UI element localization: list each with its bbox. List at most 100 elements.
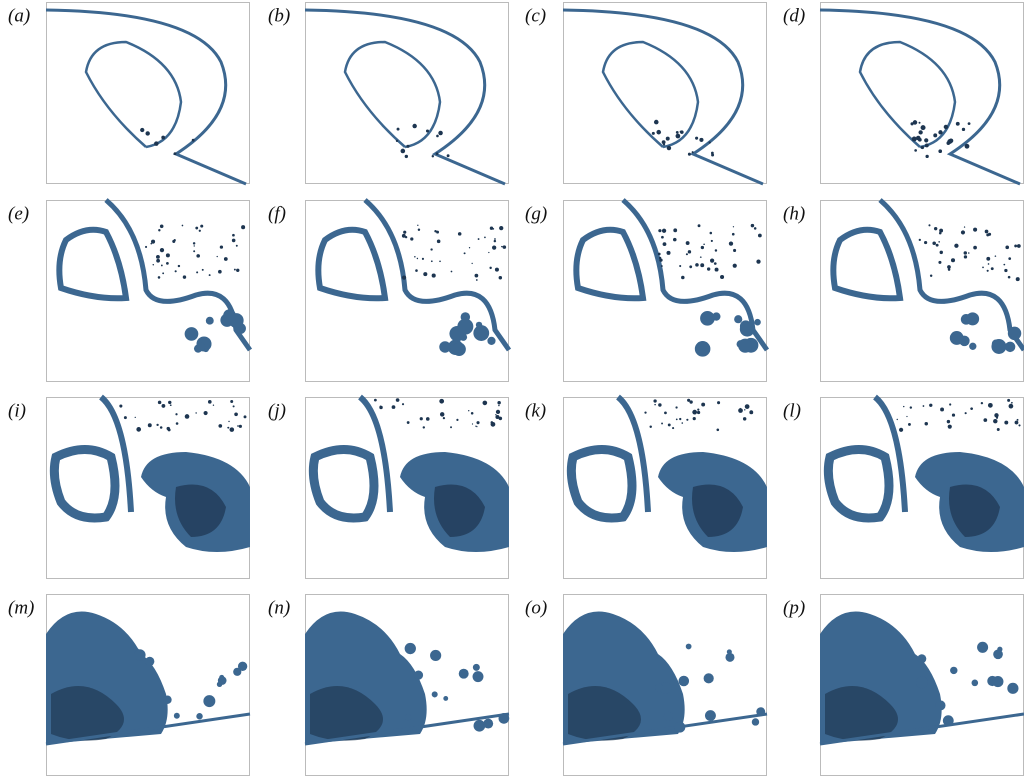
- droplet: [1018, 424, 1021, 427]
- droplet: [706, 267, 711, 271]
- droplet: [216, 255, 218, 258]
- panel-label: (p): [783, 597, 805, 618]
- droplet: [912, 120, 918, 125]
- panel-image: [56, 198, 253, 353]
- droplet: [145, 131, 150, 136]
- panel: [562, 2, 767, 186]
- droplet: [964, 143, 970, 149]
- droplet: [938, 260, 942, 264]
- droplet: [495, 409, 501, 415]
- droplet: [750, 223, 755, 228]
- droplet: [692, 417, 696, 421]
- panel-frame: [820, 2, 1024, 184]
- droplet: [942, 715, 954, 727]
- droplet: [152, 264, 154, 266]
- droplet: [237, 425, 239, 427]
- liquid-sheet: [357, 394, 393, 513]
- droplet: [679, 264, 682, 268]
- liquid-sheet: [621, 198, 770, 352]
- panel-label: (o): [525, 597, 547, 618]
- droplet: [980, 401, 984, 405]
- droplet: [157, 276, 161, 279]
- panel: [45, 2, 250, 186]
- droplet: [700, 263, 705, 268]
- droplet: [430, 248, 433, 251]
- droplet: [446, 154, 450, 158]
- droplet: [502, 245, 507, 249]
- droplet: [200, 224, 204, 228]
- droplet: [687, 398, 691, 402]
- droplet: [649, 425, 652, 428]
- droplet: [675, 133, 681, 139]
- droplet: [964, 412, 967, 415]
- droplet: [233, 268, 236, 271]
- droplet: [701, 402, 706, 407]
- droplet: [228, 313, 244, 328]
- droplet: [490, 421, 496, 427]
- liquid-loop: [601, 40, 700, 149]
- droplet: [166, 426, 170, 431]
- droplet: [947, 265, 951, 269]
- droplet: [987, 263, 990, 265]
- droplet: [970, 407, 973, 411]
- droplet: [484, 236, 486, 239]
- droplet: [474, 273, 479, 278]
- droplet: [933, 226, 938, 231]
- liquid-film: [819, 712, 1024, 746]
- liquid-sheet: [615, 394, 651, 513]
- droplet: [145, 656, 155, 667]
- droplet: [712, 312, 721, 321]
- droplet: [1008, 257, 1012, 260]
- droplet: [497, 401, 501, 405]
- droplet: [966, 312, 980, 326]
- droplet: [694, 341, 711, 357]
- droplet: [476, 421, 480, 425]
- droplet: [744, 404, 750, 409]
- panel-label: (k): [525, 400, 546, 421]
- droplet: [929, 403, 933, 407]
- droplet: [679, 417, 682, 421]
- panel-image: [49, 394, 250, 552]
- panel-label: (f): [268, 203, 286, 224]
- droplet: [161, 404, 166, 408]
- panel: [45, 594, 251, 776]
- droplet: [714, 249, 718, 252]
- droplet: [175, 422, 179, 425]
- droplet: [928, 224, 931, 227]
- droplet: [1015, 277, 1020, 282]
- droplet: [918, 130, 923, 135]
- droplet: [154, 141, 159, 146]
- liquid-loop: [56, 226, 130, 302]
- droplet: [742, 417, 747, 421]
- droplet: [658, 229, 662, 233]
- droplet: [726, 649, 732, 655]
- droplet: [691, 151, 694, 154]
- droplet: [495, 415, 500, 419]
- droplet: [1007, 326, 1022, 341]
- droplet: [438, 130, 443, 136]
- droplet: [473, 719, 486, 732]
- droplet: [488, 251, 490, 254]
- droplet: [733, 248, 737, 253]
- droplet: [158, 229, 161, 232]
- droplet: [379, 405, 382, 408]
- droplet: [468, 410, 470, 412]
- droplet: [754, 318, 761, 326]
- liquid-sheet: [104, 198, 253, 352]
- droplet: [661, 228, 667, 233]
- droplet: [756, 707, 766, 717]
- panel-label: (j): [268, 400, 286, 421]
- droplet: [739, 320, 752, 332]
- droplet: [996, 428, 1000, 432]
- droplet: [697, 224, 701, 228]
- droplet: [230, 400, 234, 403]
- droplet: [968, 252, 970, 254]
- droplet: [140, 127, 145, 133]
- droplet: [477, 238, 480, 240]
- droplet: [717, 401, 721, 405]
- droplet: [1014, 244, 1018, 248]
- droplet: [689, 265, 693, 269]
- panel-label: (m): [8, 597, 34, 618]
- droplet: [675, 418, 678, 421]
